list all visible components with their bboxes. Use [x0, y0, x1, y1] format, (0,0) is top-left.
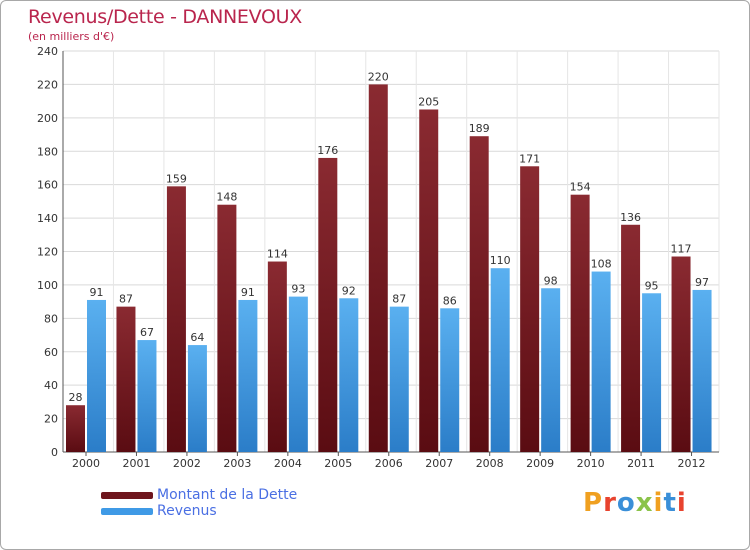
data-label-revenus: 64	[190, 331, 204, 344]
data-label-dette: 220	[368, 70, 389, 83]
y-tick-label: 140	[37, 212, 58, 225]
bar-revenus	[642, 293, 662, 452]
data-label-dette: 176	[317, 144, 338, 157]
legend: Montant de la Dette Revenus	[101, 487, 297, 519]
brand-letter: x	[635, 488, 654, 518]
data-label-revenus: 87	[392, 293, 406, 306]
y-tick-label: 20	[44, 413, 58, 426]
y-tick-label: 120	[37, 246, 58, 259]
bar-revenus	[389, 306, 409, 452]
x-tick-label: 2000	[72, 457, 100, 470]
bar-dette	[621, 224, 641, 452]
brand-letter: i	[653, 488, 664, 518]
x-tick-label: 2008	[476, 457, 504, 470]
x-tick-label: 2006	[375, 457, 403, 470]
bar-revenus	[187, 345, 207, 452]
data-label-dette: 87	[119, 293, 133, 306]
bar-revenus	[692, 289, 712, 452]
data-label-revenus: 92	[342, 284, 356, 297]
x-tick-label: 2004	[274, 457, 302, 470]
data-label-dette: 205	[418, 95, 439, 108]
legend-label-revenus: Revenus	[157, 503, 217, 519]
bar-revenus	[339, 298, 359, 452]
bar-dette	[166, 186, 186, 452]
bar-revenus	[87, 299, 106, 452]
y-tick-label: 100	[37, 279, 58, 292]
data-label-dette: 28	[69, 391, 83, 404]
x-tick-label: 2002	[173, 457, 201, 470]
y-tick-label: 80	[44, 312, 58, 325]
brand-letter: o	[616, 488, 636, 518]
bar-dette	[671, 256, 691, 452]
legend-item-revenus: Revenus	[101, 503, 297, 519]
x-tick-label: 2001	[122, 457, 150, 470]
y-tick-label: 40	[44, 379, 58, 392]
bar-revenus	[490, 268, 510, 452]
x-tick-label: 2009	[526, 457, 554, 470]
brand-letter: t	[663, 488, 677, 518]
data-label-dette: 136	[620, 211, 641, 224]
data-label-dette: 171	[519, 152, 540, 165]
x-tick-label: 2012	[678, 457, 706, 470]
bar-dette	[570, 194, 590, 453]
x-tick-label: 2005	[324, 457, 352, 470]
data-label-revenus: 91	[241, 286, 255, 299]
x-tick-label: 2011	[627, 457, 655, 470]
legend-label-dette: Montant de la Dette	[157, 487, 298, 503]
bar-revenus	[591, 271, 611, 452]
data-label-dette: 159	[166, 172, 187, 185]
bar-dette	[318, 157, 338, 452]
chart-title: Revenus/Dette - DANNEVOUX	[28, 6, 302, 28]
bar-revenus	[288, 296, 308, 452]
data-label-revenus: 86	[443, 294, 457, 307]
bar-revenus	[440, 308, 460, 452]
x-tick-label: 2003	[223, 457, 251, 470]
data-label-revenus: 97	[695, 276, 709, 289]
brand-letter: r	[603, 488, 617, 518]
bar-dette	[217, 204, 237, 452]
chart-subtitle: (en milliers d'€)	[28, 30, 115, 43]
data-label-dette: 189	[469, 122, 490, 135]
data-label-revenus: 91	[90, 286, 104, 299]
y-tick-label: 200	[37, 112, 58, 125]
bar-revenus	[137, 340, 157, 452]
data-label-revenus: 108	[591, 258, 612, 271]
legend-swatch-revenus	[101, 507, 153, 515]
bar-dette	[116, 306, 136, 452]
legend-swatch-dette	[101, 491, 153, 499]
x-tick-label: 2007	[425, 457, 453, 470]
data-label-dette: 154	[570, 181, 591, 194]
brand-letter: i	[676, 488, 687, 518]
bar-dette	[267, 261, 287, 452]
data-label-revenus: 110	[490, 254, 511, 267]
data-label-revenus: 67	[140, 326, 154, 339]
bar-dette	[469, 136, 489, 452]
y-tick-label: 220	[37, 78, 58, 91]
y-tick-label: 160	[37, 179, 58, 192]
data-label-dette: 114	[267, 248, 288, 261]
data-label-dette: 148	[216, 191, 237, 204]
y-tick-label: 0	[51, 446, 58, 459]
data-label-dette: 117	[671, 243, 692, 256]
proxiti-logo: Proxiti	[583, 488, 687, 518]
y-tick-label: 180	[37, 145, 58, 158]
data-label-revenus: 98	[544, 274, 558, 287]
bar-dette	[368, 84, 388, 453]
y-tick-label: 60	[44, 346, 58, 359]
data-label-revenus: 95	[645, 279, 659, 292]
bar-revenus	[238, 299, 258, 452]
data-label-revenus: 93	[291, 283, 305, 296]
legend-item-dette: Montant de la Dette	[101, 487, 297, 503]
brand-letter: P	[583, 488, 604, 518]
bar-revenus	[541, 288, 561, 452]
y-tick-label: 240	[37, 45, 58, 58]
bar-dette	[419, 109, 439, 453]
bar-dette	[66, 405, 85, 452]
x-tick-label: 2010	[577, 457, 605, 470]
bar-dette	[520, 166, 540, 452]
